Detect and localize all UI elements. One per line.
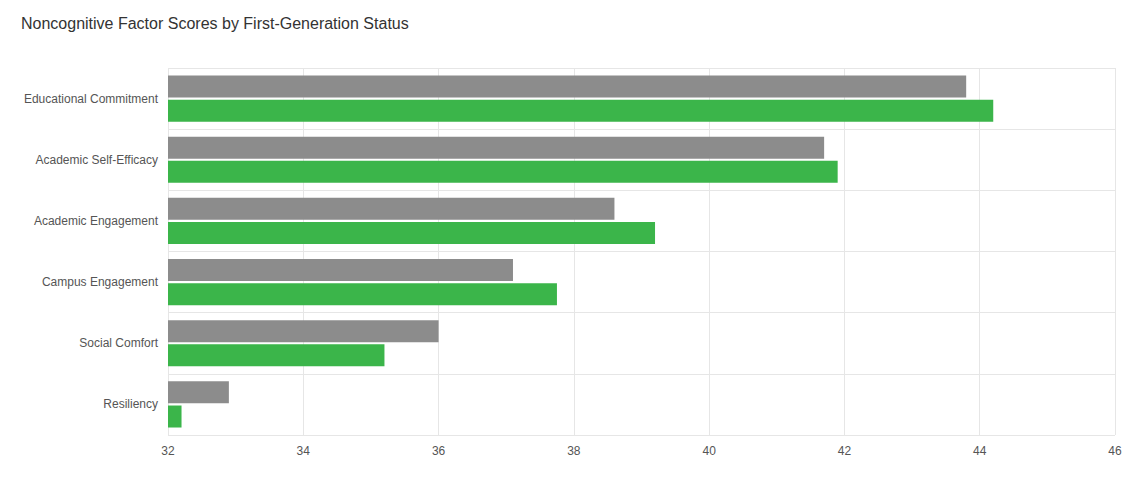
svg-text:36: 36 xyxy=(432,444,446,458)
svg-text:40: 40 xyxy=(702,444,716,458)
svg-text:Resiliency: Resiliency xyxy=(103,397,158,411)
svg-text:46: 46 xyxy=(1108,444,1122,458)
svg-text:Academic Engagement: Academic Engagement xyxy=(34,214,159,228)
svg-text:Campus Engagement: Campus Engagement xyxy=(42,275,159,289)
svg-text:44: 44 xyxy=(973,444,987,458)
svg-text:Noncognitive Factor Scores by: Noncognitive Factor Scores by First-Gene… xyxy=(21,15,409,32)
svg-text:34: 34 xyxy=(297,444,311,458)
svg-text:Educational Commitment: Educational Commitment xyxy=(24,92,159,106)
svg-text:38: 38 xyxy=(567,444,581,458)
svg-text:Social Comfort: Social Comfort xyxy=(79,336,158,350)
svg-text:32: 32 xyxy=(161,444,175,458)
svg-text:42: 42 xyxy=(838,444,852,458)
svg-text:Academic Self-Efficacy: Academic Self-Efficacy xyxy=(36,153,159,167)
